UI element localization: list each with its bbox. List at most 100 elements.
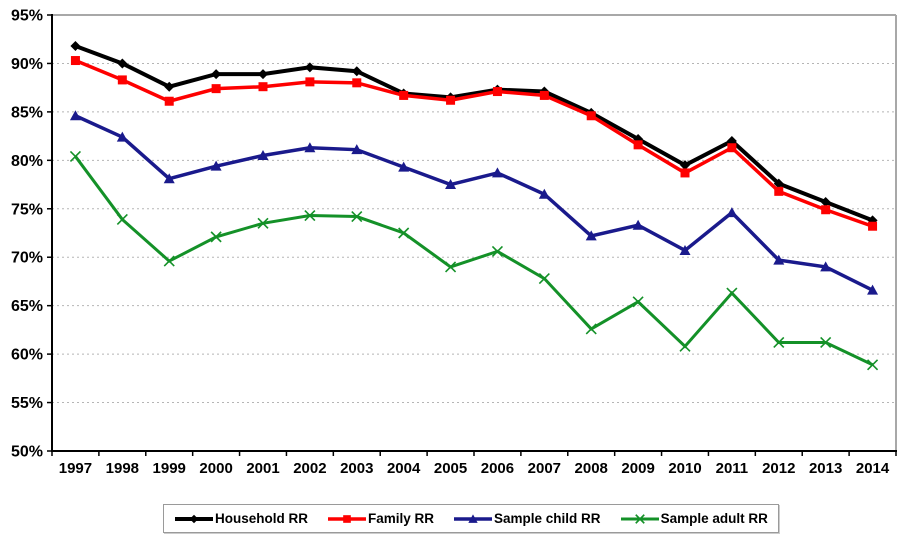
square-marker	[446, 95, 456, 105]
x-marker-stroke	[444, 261, 457, 273]
triangle-marker	[210, 160, 222, 171]
legend-key-household-rr	[175, 514, 213, 523]
axis-labels: 50% 55% 60% 65% 70% 75% 80% 85% 90% 95% 1997 1998 19…	[11, 8, 890, 478]
x-marker	[679, 340, 691, 352]
triangle-marker	[773, 254, 785, 265]
series-line	[74, 155, 874, 367]
x-marker	[726, 287, 738, 299]
y-tick-label: 85%	[11, 104, 43, 121]
diamond-marker	[680, 160, 690, 171]
series-sample-adult-rr	[69, 150, 879, 371]
triangle-marker	[163, 173, 175, 184]
triangle-marker	[679, 244, 691, 255]
legend-label: Sample child RR	[494, 511, 601, 526]
x-marker-stroke	[585, 323, 597, 335]
series-household-rr	[70, 41, 878, 226]
x-marker	[491, 245, 504, 257]
x-marker	[304, 209, 316, 222]
x-marker	[163, 255, 175, 267]
x-tick-label: 2008	[575, 460, 608, 477]
x-tick-label: 2007	[528, 460, 561, 477]
triangle-marker	[398, 161, 410, 172]
triangle-marker	[351, 144, 363, 155]
x-marker	[210, 231, 222, 243]
series-family-rr	[70, 56, 878, 231]
x-marker	[866, 359, 879, 371]
legend-label: Household RR	[215, 511, 308, 526]
square-marker	[258, 82, 268, 92]
y-tick-label: 65%	[11, 298, 43, 315]
x-marker	[538, 272, 550, 285]
square-marker	[727, 143, 737, 153]
y-tick-label: 60%	[11, 347, 43, 364]
legend-key-sample-child-rr	[454, 513, 493, 523]
x-marker-stroke	[773, 336, 785, 349]
triangle-marker	[69, 110, 81, 121]
series-line	[74, 44, 874, 223]
legend-label: Sample adult RR	[660, 511, 768, 526]
legend-item-family-rr: Family RR	[327, 511, 434, 526]
x-marker	[398, 227, 410, 239]
gridlines	[52, 62, 896, 404]
legend-item-sample-adult-rr: Sample adult RR	[620, 511, 768, 526]
x-marker-stroke	[820, 336, 832, 349]
diamond-marker	[70, 41, 81, 52]
triangle-marker	[538, 188, 550, 199]
x-marker-stroke	[398, 227, 410, 239]
x-tick-label: 2011	[716, 460, 749, 477]
triangle-marker	[820, 261, 832, 272]
x-marker-stroke	[866, 359, 879, 371]
x-marker-stroke	[163, 255, 175, 267]
diamond-marker	[304, 62, 315, 73]
series-line	[74, 58, 874, 228]
x-marker	[634, 513, 645, 524]
x-marker-stroke	[632, 296, 644, 308]
triangle-marker	[257, 149, 269, 160]
series-sample-child-rr	[69, 110, 879, 295]
x-marker	[351, 210, 363, 223]
x-marker-stroke	[304, 209, 316, 222]
square-marker	[633, 140, 643, 150]
triangle-marker	[468, 513, 478, 523]
x-tick-label: 2001	[246, 460, 279, 477]
diamond-marker	[820, 196, 831, 207]
diamond-marker	[773, 178, 784, 189]
square-marker	[343, 514, 351, 523]
x-marker-stroke	[116, 213, 128, 226]
y-tick-label: 70%	[11, 250, 43, 267]
diamond-marker	[211, 69, 222, 80]
legend-key-sample-adult-rr	[620, 513, 659, 524]
x-marker-stroke	[634, 513, 645, 524]
diamond-marker	[189, 514, 199, 523]
tick-marks	[47, 14, 897, 456]
square-marker	[492, 87, 502, 97]
x-marker	[773, 336, 785, 349]
x-marker	[69, 150, 82, 163]
x-tick-label: 2006	[481, 460, 514, 477]
plot-area: 50% 55% 60% 65% 70% 75% 80% 85% 90% 95% 1997 1998 19…	[11, 8, 897, 478]
x-marker-stroke	[726, 287, 738, 299]
triangle-marker	[585, 230, 597, 241]
diamond-marker	[164, 81, 175, 92]
x-tick-label: 2013	[809, 460, 842, 477]
diamond-marker	[117, 58, 128, 69]
x-marker	[444, 261, 457, 273]
square-marker	[117, 75, 127, 85]
legend: Household RR Family RR Sample child RR Samp…	[163, 504, 779, 533]
triangle-marker	[445, 179, 457, 190]
x-marker	[632, 296, 644, 308]
square-marker	[164, 96, 174, 106]
x-marker	[116, 213, 128, 226]
diamond-marker	[351, 66, 362, 77]
triangle-marker	[632, 219, 644, 230]
square-marker	[586, 111, 596, 121]
x-tick-label: 2005	[434, 460, 467, 477]
square-marker	[539, 90, 549, 100]
y-tick-label: 95%	[11, 8, 43, 25]
triangle-marker	[304, 142, 316, 153]
x-tick-label: 2009	[621, 460, 654, 477]
triangle-marker	[867, 284, 879, 295]
x-marker-stroke	[69, 150, 82, 163]
plot-border	[51, 14, 897, 452]
